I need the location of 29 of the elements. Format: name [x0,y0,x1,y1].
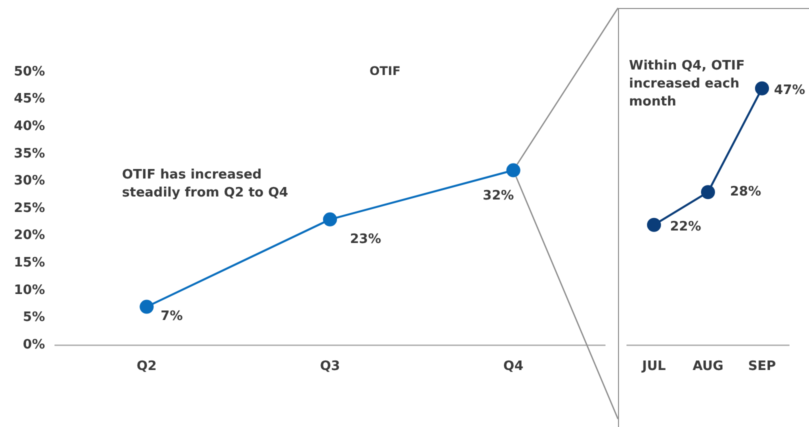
y-tick-label: 45% [14,92,45,107]
point [323,212,337,226]
data-label: 47% [774,82,806,98]
y-tick-label: 15% [14,255,45,270]
annotation: Within Q4, OTIF increased each month [629,58,745,110]
y-tick-label: 20% [14,228,45,244]
data-label: 22% [670,219,702,234]
x-tick-label: Q4 [503,359,524,374]
point [506,163,520,178]
y-tick-label: 40% [14,118,45,134]
x-tick-label: AUG [692,359,724,374]
chart-title: OTIF [369,64,401,78]
data-label: 23% [350,232,382,247]
point [140,300,154,314]
y-tick-label: 5% [22,310,45,326]
y-tick-label: 25% [14,200,45,216]
y-tick-label: 35% [14,146,45,162]
data-label: 7% [160,309,183,324]
x-tick-label: SEP [748,359,776,374]
y-tick-label: 10% [14,282,45,298]
y-tick-label: 50% [14,64,45,80]
data-label: 32% [482,188,514,204]
y-tick-label: 30% [14,174,45,189]
annotation: OTIF has increased steadily from Q2 to Q4 [122,167,288,200]
x-tick-label: Q3 [320,359,340,374]
x-tick-label: Q2 [136,359,157,374]
data-label: 28% [730,184,762,200]
x-tick-label: JUL [641,359,666,374]
y-tick-label: 0% [22,337,45,352]
